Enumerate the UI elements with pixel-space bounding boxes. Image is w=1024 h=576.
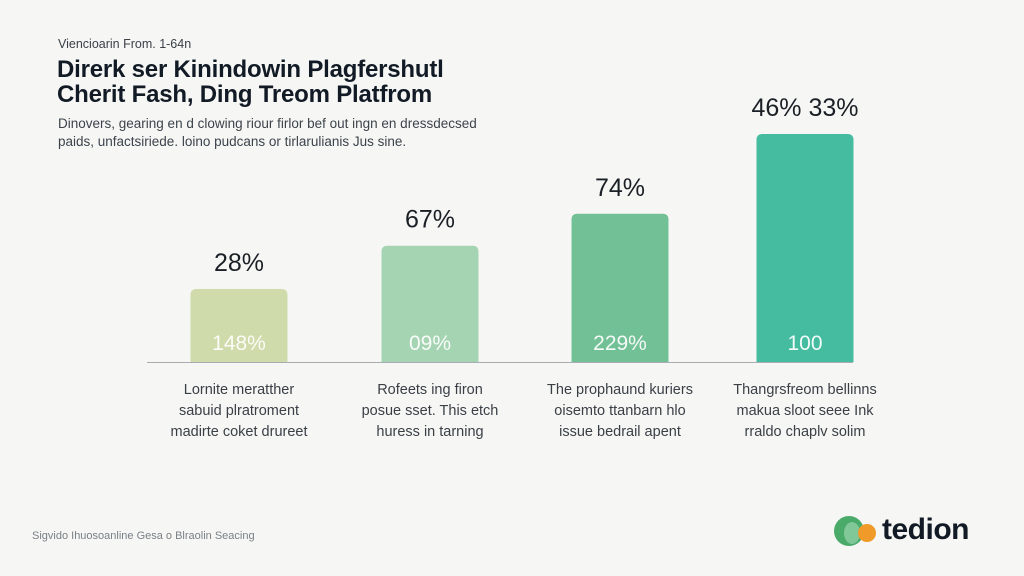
category-label-line: huress in tarning xyxy=(376,424,484,440)
category-label-4: Thangrsfreom bellinns makua sloot seee In… xyxy=(715,380,895,443)
chart-subtitle: Dinovers, gearing en d clowing riour fir… xyxy=(58,115,538,151)
category-label-3: The prophaund kuriers oisemto ttanbarn hl… xyxy=(530,380,710,443)
brand-name: tedion xyxy=(882,513,970,546)
category-label-line: oisemto ttanbarn hlo xyxy=(554,403,686,419)
footer-note: Sigvido Ihuosoanline Gesa o Blraolin Sea… xyxy=(32,530,255,542)
category-label-line: rraldo chaplv solim xyxy=(744,424,866,440)
bar-value-label-1: 28% xyxy=(214,249,264,277)
category-label-line: sabuid plratroment xyxy=(178,403,300,419)
category-label-2: Rofeets ing firon posue sset. This etch hu… xyxy=(340,380,520,443)
chart-title-line-2: Cherit Fash, Ding Treom Platfrom xyxy=(57,81,432,108)
bar-value-label-2: 67% xyxy=(405,206,455,234)
bar-inner-label-1: 148% xyxy=(212,332,266,355)
chart-title-line-1: Direrk ser Kinindowin Plagfershutl xyxy=(57,56,444,83)
brand-mark-icon xyxy=(834,512,880,548)
category-label-line: Rofeets ing firon xyxy=(377,382,483,398)
category-label-line: posue sset. This etch xyxy=(361,403,499,419)
bar-4 xyxy=(756,134,854,362)
category-label-line: Lornite meratther xyxy=(183,382,295,398)
category-label-line: madirte coket drureet xyxy=(170,424,308,440)
category-label-line: makua sloot seee Ink xyxy=(736,403,874,419)
chart-subtitle-line-2: paids, unfactsiriede. loino pudcans or t… xyxy=(58,134,407,149)
bar-value-label-3: 74% xyxy=(595,174,645,202)
bar-2 xyxy=(381,245,479,362)
category-label-line: issue bedrail apent xyxy=(559,424,681,440)
category-label-1: Lornite meratther sabuid plratroment madir… xyxy=(149,380,329,443)
brand-logo: tedion xyxy=(834,512,970,548)
bar-inner-label-4: 100 xyxy=(787,332,822,355)
bar-1 xyxy=(190,289,288,362)
chart-subtitle-line-1: Dinovers, gearing en d clowing riour fir… xyxy=(58,116,477,131)
category-label-line: Thangrsfreom bellinns xyxy=(733,382,877,398)
chart-title: Direrk ser Kinindowin Plagfershutl Cheri… xyxy=(57,57,444,107)
bar-inner-label-3: 229% xyxy=(593,332,647,355)
eyebrow-text: Viencioarin From. 1-64n xyxy=(58,37,192,51)
bar-3 xyxy=(571,213,669,362)
bar-value-label-4: 46% 33% xyxy=(751,94,858,122)
bar-inner-label-2: 09% xyxy=(409,332,451,355)
category-label-line: The prophaund kuriers xyxy=(547,382,693,398)
